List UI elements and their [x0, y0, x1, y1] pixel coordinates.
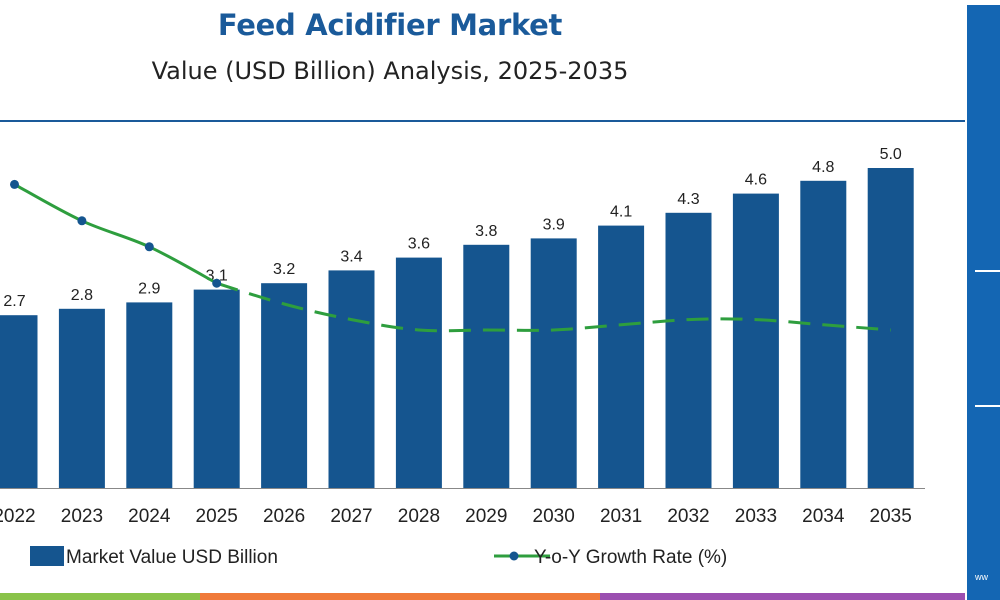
legend-bar-label: Market Value USD Billion: [66, 547, 278, 568]
panel-text: ww: [975, 572, 988, 582]
bar-2032: [665, 212, 712, 489]
chart-subtitle: Value (USD Billion) Analysis, 2025-2035: [151, 57, 629, 85]
bar-value-label: 5.0: [880, 146, 902, 163]
growth-marker-2024: [144, 242, 154, 252]
bar-2025: [193, 289, 240, 488]
legend: Market Value USD Billion Y-o-Y Growth Ra…: [30, 546, 727, 568]
x-tick-label: 2023: [61, 506, 103, 527]
growth-line-forecast: [216, 281, 891, 333]
bar-value-label: 4.3: [677, 191, 699, 208]
x-tick-label: 2035: [870, 506, 912, 527]
bar-value-label: 3.4: [340, 248, 362, 265]
legend-line-label: Y-o-Y Growth Rate (%): [534, 547, 727, 568]
bar-2027: [328, 270, 375, 488]
growth-marker-2023: [77, 216, 87, 226]
bar-value-label: 4.1: [610, 204, 632, 221]
bar-2028: [395, 257, 442, 488]
x-tick-label: 2022: [0, 506, 36, 527]
bar-2024: [126, 302, 173, 488]
bar-2022: [0, 315, 38, 488]
bar-value-label: 4.8: [812, 159, 834, 176]
growth-line-layer: [10, 179, 891, 333]
legend-bar-swatch: [30, 546, 64, 566]
bar-2034: [800, 180, 847, 489]
bar-value-label: 2.9: [138, 280, 160, 297]
bar-value-label: 3.2: [273, 261, 295, 278]
x-tick-label: 2026: [263, 506, 305, 527]
header-divider: [0, 120, 965, 122]
growth-marker-2025: [212, 278, 222, 288]
panel-divider: [975, 270, 1000, 272]
bar-2029: [463, 244, 510, 488]
growth-marker-2022: [10, 179, 19, 189]
bar-labels-layer: 2.7 2.8 2.93.1 3.23.43.63.8 3.94.14.34.64.85…: [3, 146, 902, 310]
x-tick-label: 2030: [533, 506, 575, 527]
x-tick-label: 2025: [196, 506, 238, 527]
bar-value-label: 2.7: [3, 293, 25, 310]
x-tick-label: 2033: [735, 506, 777, 527]
footer-strip-purple: [600, 593, 965, 600]
x-tick-label: 2028: [398, 506, 440, 527]
chart-area: 2.7 2.8 2.93.1 3.23.43.63.8 3.94.14.34.64.85…: [0, 146, 925, 568]
x-tick-label: 2034: [802, 506, 845, 527]
bars-layer: [0, 168, 914, 489]
bar-2031: [598, 225, 645, 488]
side-branding-panel: ww: [967, 5, 1000, 600]
bar-value-label: 3.9: [543, 216, 565, 233]
x-tick-label: 2027: [330, 506, 372, 527]
chart-title: Feed Acidifier Market: [217, 8, 563, 42]
bar-2026: [261, 283, 308, 488]
bar-value-label: 3.8: [475, 223, 497, 240]
bar-value-label: 3.6: [408, 236, 430, 253]
x-tick-label: 2031: [600, 506, 642, 527]
footer-strip-green: [0, 593, 200, 600]
panel-divider: [975, 405, 1000, 407]
x-tick-label: 2024: [128, 506, 171, 527]
x-tick-label: 2032: [667, 506, 709, 527]
growth-line-actual: [13, 183, 218, 285]
x-axis: 2022 2023 2024 2025 2026 2027 2028 2029 2030 2031…: [0, 488, 925, 527]
bar-2030: [530, 238, 577, 488]
bar-2033: [732, 193, 779, 488]
x-tick-label: 2029: [465, 506, 507, 527]
legend-line-marker: [509, 551, 519, 561]
bar-value-label: 4.6: [745, 172, 767, 189]
footer-strip-orange: [200, 593, 600, 600]
bar-2023: [58, 308, 105, 488]
bar-value-label: 2.8: [71, 287, 93, 304]
